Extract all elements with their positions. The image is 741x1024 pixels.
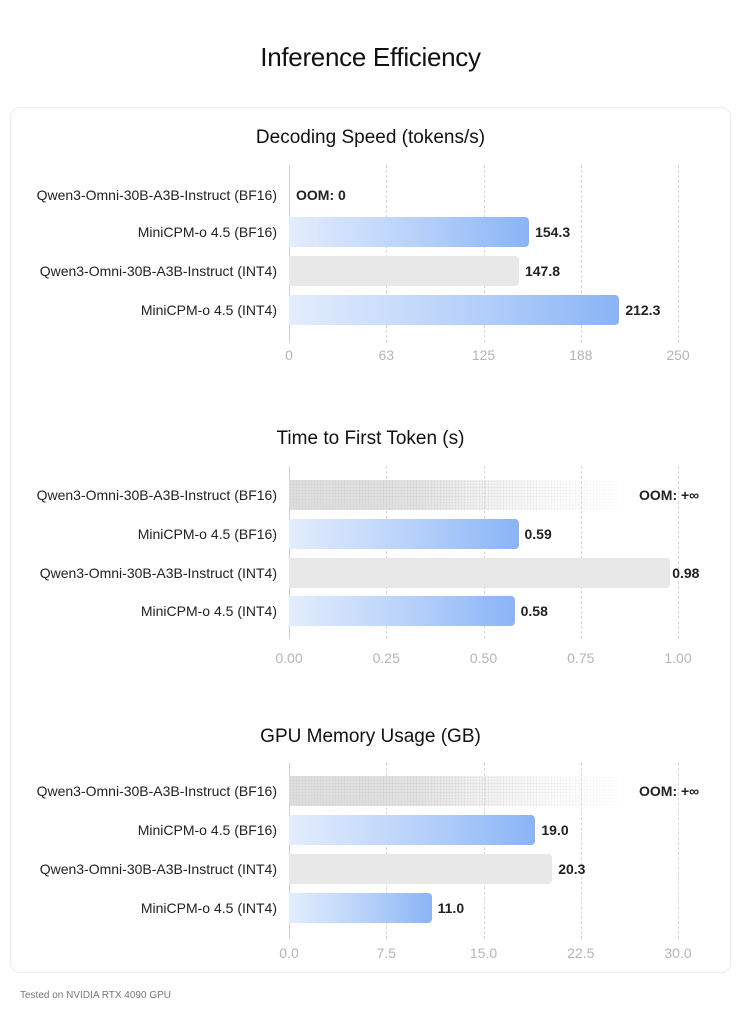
bar	[289, 256, 519, 286]
gridline	[678, 165, 679, 343]
value-label: 212.3	[625, 302, 661, 318]
page-title: Inference Efficiency	[260, 42, 481, 72]
value-label: 11.0	[437, 900, 465, 916]
gridline	[483, 763, 485, 939]
category-label: MiniCPM-o 4.5 (BF16)	[137, 526, 277, 542]
bar	[289, 519, 519, 549]
gridline	[580, 165, 582, 343]
gridline	[580, 763, 582, 939]
x-tick-label: 0.75	[567, 650, 595, 666]
category-label: Qwen3-Omni-30B-A3B-Instruct (INT4)	[39, 861, 277, 877]
chart-title: Time to First Token (s)	[276, 428, 465, 449]
category-label: MiniCPM-o 4.5 (BF16)	[137, 822, 277, 838]
plot-area	[289, 466, 679, 639]
x-tick-label: 125	[471, 347, 496, 363]
value-label: 0.59	[524, 526, 552, 542]
x-tick-label: 1.00	[664, 650, 692, 666]
x-tick-label: 0.25	[372, 650, 400, 666]
x-tick-label: 22.5	[567, 945, 595, 961]
category-label: MiniCPM-o 4.5 (INT4)	[140, 900, 277, 916]
gridline	[483, 165, 485, 343]
value-label: 0.58	[520, 603, 548, 619]
footnote: Tested on NVIDIA RTX 4090 GPU	[20, 990, 172, 1001]
value-label: OOM: +∞	[639, 487, 700, 503]
gridline	[483, 466, 485, 639]
x-tick-label: 7.5	[376, 945, 396, 961]
gridline	[580, 466, 582, 639]
bar	[289, 854, 553, 884]
category-label: Qwen3-Omni-30B-A3B-Instruct (BF16)	[36, 487, 277, 503]
gridline	[678, 763, 679, 939]
chart-title: Decoding Speed (tokens/s)	[255, 127, 486, 148]
value-label: 19.0	[541, 822, 569, 838]
value-label: OOM: 0	[296, 187, 346, 203]
gridline	[386, 466, 388, 639]
category-label: Qwen3-Omni-30B-A3B-Instruct (BF16)	[36, 783, 277, 799]
plot-area	[289, 165, 679, 343]
bar-oom	[289, 776, 632, 806]
x-tick-label: 0.50	[469, 650, 498, 666]
y-axis-line	[289, 763, 290, 939]
bar-oom	[289, 480, 632, 510]
category-label: Qwen3-Omni-30B-A3B-Instruct (BF16)	[36, 187, 277, 203]
gridline	[678, 466, 679, 639]
bar	[289, 893, 432, 923]
category-label: MiniCPM-o 4.5 (INT4)	[140, 603, 277, 619]
x-tick-label: 30.0	[664, 945, 692, 961]
y-axis-line	[289, 165, 290, 343]
value-label: 147.8	[524, 263, 561, 279]
x-tick-label: 188	[569, 347, 593, 363]
value-label: 20.3	[558, 861, 586, 877]
x-tick-label: 0.00	[275, 650, 303, 666]
category-label: Qwen3-Omni-30B-A3B-Instruct (INT4)	[39, 263, 277, 279]
x-tick-label: 63	[378, 347, 395, 363]
x-tick-label: 0	[285, 347, 293, 363]
value-label: OOM: +∞	[639, 783, 700, 799]
plot-area	[289, 763, 679, 939]
value-label: 0.98	[672, 565, 700, 581]
category-label: MiniCPM-o 4.5 (INT4)	[140, 302, 277, 318]
gridline	[386, 165, 388, 343]
value-label: 154.3	[535, 224, 571, 240]
chart-title: GPU Memory Usage (GB)	[260, 726, 481, 747]
x-tick-label: 0.0	[279, 945, 299, 961]
bar	[289, 596, 515, 626]
y-axis-line	[289, 466, 290, 639]
x-tick-label: 250	[666, 347, 690, 363]
category-label: MiniCPM-o 4.5 (BF16)	[137, 224, 277, 240]
category-label: Qwen3-Omni-30B-A3B-Instruct (INT4)	[39, 565, 277, 581]
bar	[289, 217, 530, 247]
bar	[289, 815, 536, 845]
x-tick-label: 15.0	[469, 945, 498, 961]
bar	[289, 295, 620, 325]
gridline	[386, 763, 388, 939]
bar	[289, 558, 671, 588]
